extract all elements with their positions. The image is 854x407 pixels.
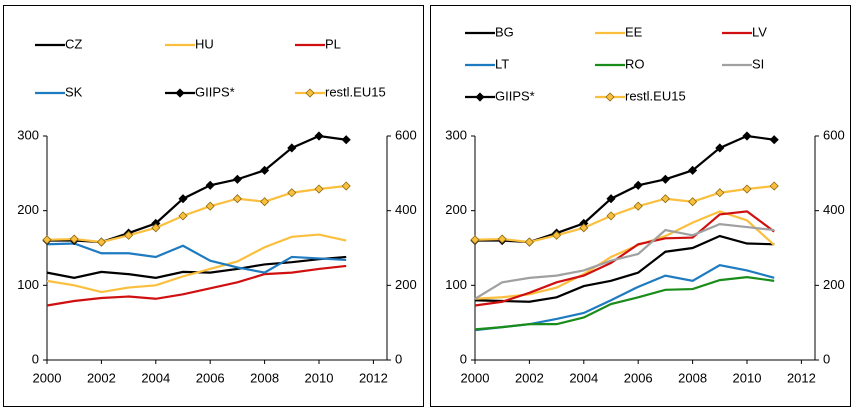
x-tick-label: 2006 [196, 370, 225, 385]
legend-label: PL [325, 36, 341, 51]
x-tick-label: 2004 [141, 370, 170, 385]
data-point [742, 184, 752, 194]
data-point [314, 131, 324, 141]
series-line [474, 210, 775, 307]
data-point [205, 201, 215, 211]
series-line [47, 134, 347, 244]
data-point [524, 237, 534, 247]
y-tick-label: 300 [445, 127, 467, 142]
data-point [287, 188, 297, 198]
data-point [96, 237, 106, 247]
y-tick-label: 0 [32, 351, 39, 366]
y-tick-label: 0 [460, 351, 467, 366]
y2-tick-label: 400 [395, 202, 417, 217]
series-line [46, 264, 347, 307]
data-point [660, 174, 670, 184]
legend-label: LT [495, 56, 509, 71]
x-tick-label: 2010 [305, 370, 334, 385]
legend-label: restl.EU15 [625, 88, 686, 103]
legend-label: RO [625, 56, 645, 71]
data-point [260, 165, 270, 175]
data-point [341, 181, 351, 191]
data-point [470, 235, 480, 245]
data-point [688, 197, 698, 207]
data-point [69, 234, 79, 244]
legend-marker [605, 92, 615, 102]
y2-tick-label: 200 [395, 277, 417, 292]
legend-marker [175, 88, 185, 98]
x-tick-label: 2000 [33, 370, 62, 385]
x-tick-label: 2006 [624, 370, 653, 385]
data-point [633, 201, 643, 211]
x-tick-label: 2012 [359, 370, 388, 385]
data-point [606, 211, 616, 221]
x-tick-label: 2000 [461, 370, 490, 385]
legend-label: LV [752, 24, 767, 39]
series-line [474, 264, 775, 332]
data-point [497, 234, 507, 244]
data-point [42, 235, 52, 245]
data-point [341, 135, 351, 145]
data-point [715, 188, 725, 198]
data-point [232, 194, 242, 204]
legend-label: SI [752, 56, 764, 71]
data-point [715, 143, 725, 153]
x-tick-label: 2008 [250, 370, 279, 385]
legend-label: EE [625, 24, 643, 39]
y-tick-label: 100 [17, 277, 39, 292]
y2-tick-label: 400 [823, 202, 845, 217]
data-point [742, 131, 752, 141]
y2-tick-label: 600 [395, 127, 417, 142]
y2-tick-label: 0 [823, 351, 830, 366]
data-point [660, 194, 670, 204]
x-tick-label: 2002 [87, 370, 116, 385]
legend-label: HU [195, 36, 214, 51]
data-point [606, 194, 616, 204]
data-point [314, 184, 324, 194]
legend-label: GIIPS* [495, 88, 535, 103]
y-tick-label: 200 [17, 202, 39, 217]
data-point [178, 194, 188, 204]
series-line [46, 184, 347, 244]
y-tick-label: 200 [445, 202, 467, 217]
y-tick-label: 300 [17, 127, 39, 142]
series-line [474, 184, 775, 244]
legend-label: BG [495, 24, 514, 39]
series-line [474, 222, 775, 300]
y2-tick-label: 600 [823, 127, 845, 142]
x-tick-label: 2008 [678, 370, 707, 385]
series-line [474, 234, 775, 303]
data-point [688, 165, 698, 175]
y2-tick-label: 200 [823, 277, 845, 292]
legend-label: GIIPS* [195, 84, 235, 99]
data-point [205, 180, 215, 190]
series-line [474, 276, 775, 331]
data-point [633, 180, 643, 190]
y-tick-label: 100 [445, 277, 467, 292]
legend-marker [305, 88, 315, 98]
data-point [124, 230, 134, 240]
legend-label: CZ [65, 36, 82, 51]
x-tick-label: 2002 [515, 370, 544, 385]
x-tick-label: 2012 [787, 370, 816, 385]
x-tick-label: 2010 [733, 370, 762, 385]
data-point [178, 211, 188, 221]
data-point [769, 135, 779, 145]
data-point [232, 174, 242, 184]
legend-label: restl.EU15 [325, 84, 386, 99]
data-point [287, 143, 297, 153]
x-tick-label: 2004 [569, 370, 598, 385]
data-point [552, 230, 562, 240]
data-point [579, 223, 589, 233]
data-point [260, 197, 270, 207]
series-line [46, 242, 347, 274]
y2-tick-label: 0 [395, 351, 402, 366]
data-point [769, 181, 779, 191]
legend-marker [475, 92, 485, 102]
data-point [151, 223, 161, 233]
series-line [46, 255, 347, 279]
series-line [46, 233, 347, 294]
legend-label: SK [65, 84, 83, 99]
